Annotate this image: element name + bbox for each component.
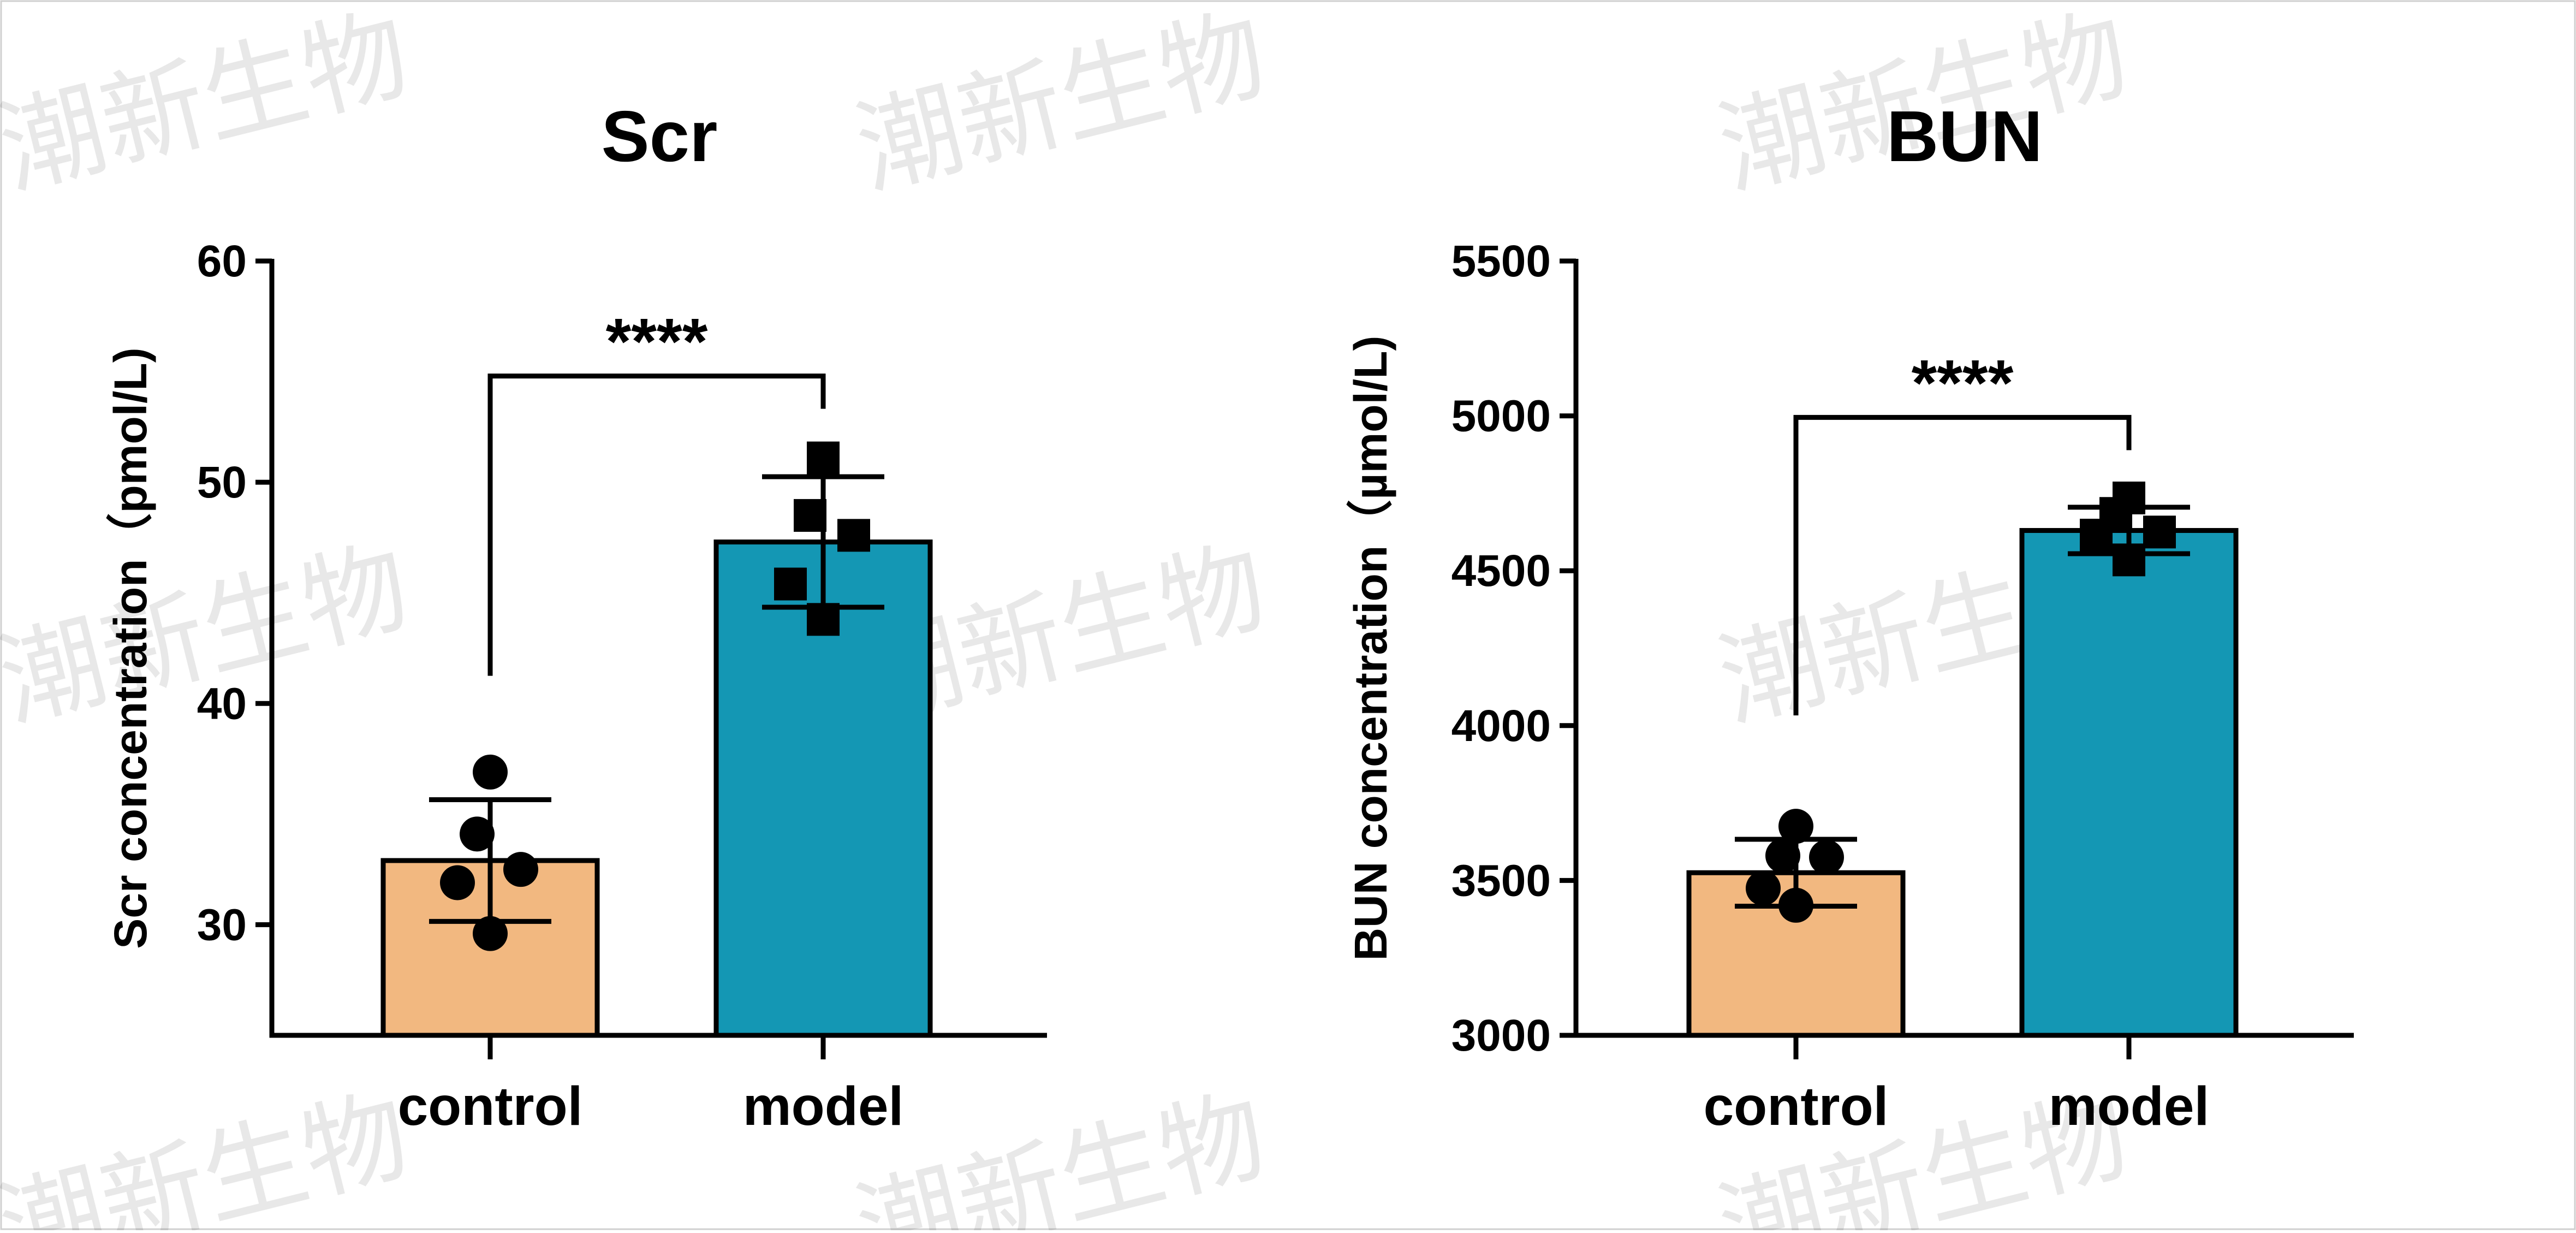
data-point-bun-control <box>1809 839 1844 875</box>
chart-title: BUN <box>1887 96 2043 176</box>
chart-title: Scr <box>602 96 718 176</box>
data-point-bun-control <box>1778 887 1813 923</box>
data-point-bun-control <box>1765 838 1800 874</box>
data-point-bun-model <box>2080 518 2113 552</box>
data-point-scr-model <box>807 441 840 475</box>
y-tick-label: 50 <box>197 458 247 507</box>
x-tick-label-control: control <box>398 1076 583 1137</box>
y-tick-label: 40 <box>197 679 247 728</box>
y-tick-label: 4000 <box>1451 701 1551 751</box>
data-point-scr-control <box>440 865 475 900</box>
data-point-scr-model <box>837 519 870 552</box>
significance-bracket: **** <box>487 305 826 676</box>
data-point-scr-model <box>774 567 807 601</box>
y-axis-label: BUN concentration（µmol/L) <box>1345 335 1396 961</box>
data-point-scr-model <box>807 603 840 636</box>
y-axis-label: Scr concentration（pmol/L) <box>105 347 156 949</box>
data-point-scr-control <box>473 754 508 790</box>
data-point-bun-control <box>1778 809 1813 844</box>
data-point-bun-model <box>2143 515 2176 549</box>
x-tick-label-model: model <box>2049 1076 2209 1137</box>
data-point-scr-control <box>460 816 495 852</box>
y-tick-label: 5000 <box>1451 392 1551 441</box>
significance-label: **** <box>1912 346 2014 419</box>
y-tick-label: 3000 <box>1451 1011 1551 1060</box>
data-point-bun-model <box>2113 543 2145 577</box>
data-point-scr-control <box>473 916 508 951</box>
significance-bracket-line <box>487 374 826 676</box>
significance-bracket: **** <box>1793 346 2132 716</box>
significance-bracket-line <box>1793 414 2132 716</box>
y-tick-label: 60 <box>197 236 247 286</box>
significance-label: **** <box>606 305 708 378</box>
bun-panel: BUN BUN concentration（µmol/L) 3000 3500 4000… <box>1345 96 2354 1137</box>
y-tick-label: 3500 <box>1451 856 1551 905</box>
data-point-scr-control <box>503 852 538 887</box>
data-point-bun-control <box>1746 870 1781 906</box>
y-tick-label: 5500 <box>1451 236 1551 286</box>
y-tick-label: 30 <box>197 900 247 950</box>
bar-bun-model <box>2019 527 2239 1038</box>
scr-panel: Scr Scr concentration（pmol/L) 30 40 50 60 cont… <box>105 96 1047 1137</box>
y-tick-label: 4500 <box>1451 546 1551 596</box>
x-tick-label-control: control <box>1704 1076 1889 1137</box>
x-tick-label-model: model <box>743 1076 903 1137</box>
data-point-scr-model <box>794 499 826 532</box>
